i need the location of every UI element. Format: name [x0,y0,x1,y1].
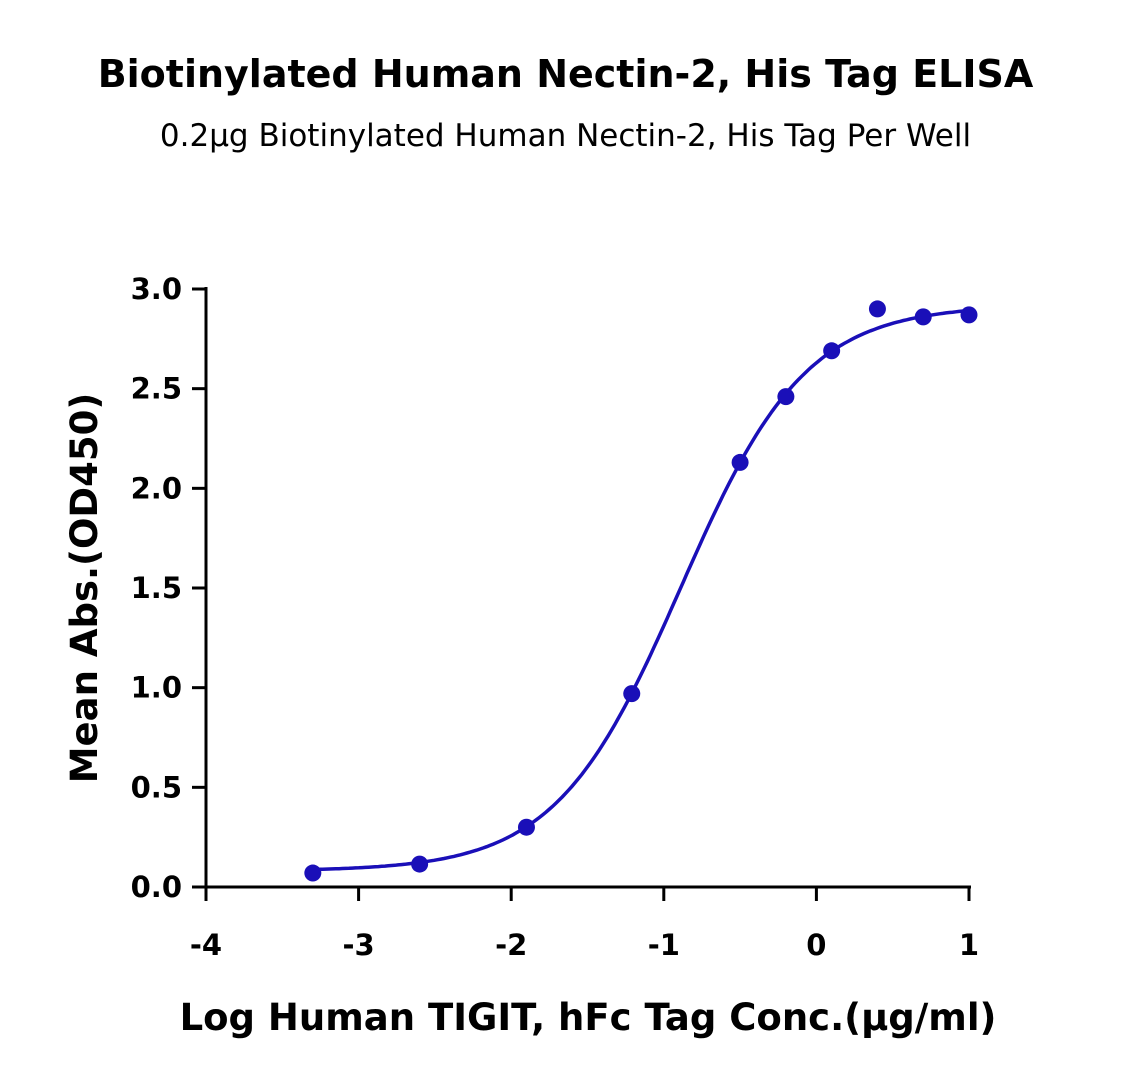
y-tick-label: 0.5 [131,770,182,804]
x-tick-label: -4 [190,928,222,962]
y-tick-label: 1.0 [131,671,182,705]
data-point [823,342,841,360]
data-point [777,388,795,406]
y-tick-label: 1.5 [131,571,182,605]
x-tick-label: -2 [495,928,527,962]
data-point [411,855,429,873]
data-point [517,818,535,836]
fit-curve-group [312,308,970,872]
chart-subtitle: 0.2μg Biotinylated Human Nectin-2, His T… [159,118,972,154]
y-tick-label: 2.0 [131,471,182,505]
x-tick-label: -3 [342,928,374,962]
data-point [914,308,932,326]
y-axis-label: Mean Abs.(OD450) [63,393,106,784]
x-tick-label: 0 [806,928,826,962]
x-tick-label: 1 [959,928,979,962]
data-point [960,306,978,324]
data-points [304,300,978,882]
y-tick-label: 0.0 [131,870,182,904]
x-tick-label: -1 [648,928,680,962]
data-point [731,453,749,471]
y-tick-label: 2.5 [131,372,182,406]
x-axis-label: Log Human TIGIT, hFc Tag Conc.(μg/ml) [180,996,997,1039]
chart-title: Biotinylated Human Nectin-2, His Tag ELI… [97,52,1034,96]
data-point [623,685,641,703]
data-point [304,864,322,882]
data-point [868,300,886,318]
fit-curve [312,308,970,872]
axes: -4 -3 -2 -1 0 1 0.0 0.5 1.0 1.5 2.0 2.5 3.0 [131,272,979,962]
y-tick-label: 3.0 [131,272,182,306]
